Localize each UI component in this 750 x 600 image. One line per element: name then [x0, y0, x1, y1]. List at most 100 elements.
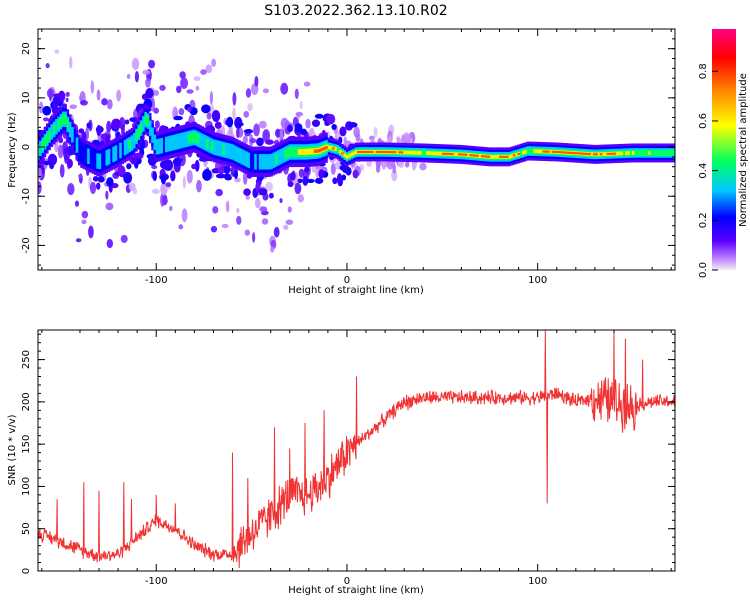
x-tick-label: -100: [145, 576, 168, 587]
spectrogram-noise-blob: [254, 76, 259, 87]
spectrogram-ridge-cell: [146, 116, 150, 127]
spectrogram-cluster-blob: [111, 118, 122, 130]
spectrogram-ridge-cell: [501, 155, 504, 158]
spectrogram-ridge-cell: [512, 154, 516, 157]
spectrogram-ridge-cell: [41, 140, 44, 151]
spectrogram-noise-blob: [353, 126, 360, 138]
snr-panel: -100 0 100 0 50 100 150 200 250 Height of straig…: [7, 329, 676, 596]
spectrogram-ridge-cell: [245, 151, 248, 167]
spectrogram-ridge-cell: [583, 152, 587, 155]
spectrogram-ridge-cell: [306, 148, 310, 155]
spectrogram-cluster-blob: [129, 117, 138, 122]
spectrogram-cluster-blob: [311, 119, 321, 127]
spectrogram-noise-blob: [90, 80, 95, 94]
spectrogram-noise-blob: [42, 117, 50, 122]
spectrogram-cluster-blob: [347, 122, 358, 128]
spectrogram-ridge-cell: [199, 132, 202, 149]
spectrogram-ridge-cell: [343, 153, 347, 158]
snr-ticks: -100 0 100 0 50 100 150 200 250: [21, 330, 675, 587]
spectrogram-cluster-blob: [314, 113, 324, 119]
spectrogram-noise-blob: [326, 130, 331, 139]
spectrogram-ridge-cell: [476, 154, 479, 157]
spectrogram-noise-blob: [297, 194, 305, 203]
spectrogram-ridge-cell: [43, 136, 47, 147]
spectrogram-ridge-cell: [405, 150, 408, 155]
spectrogram-ridge-cell: [618, 151, 621, 156]
spectrogram-ridge-cell: [364, 150, 367, 153]
spectrogram-cluster-blob: [130, 156, 137, 165]
spectrogram-noise-blob: [236, 127, 240, 139]
spectrogram-ridge-cell: [103, 148, 106, 171]
spectrogram-noise-blob: [101, 98, 108, 106]
spectrogram-noise-blob: [242, 171, 248, 185]
spectrogram-cluster-blob: [243, 188, 251, 196]
spectrogram-cluster-blob: [302, 175, 309, 186]
spectrogram-ridge-cell: [155, 139, 159, 155]
y-tick-label: 20: [21, 42, 32, 55]
spectrogram-noise-blob: [391, 169, 398, 182]
spectrogram-ridge-cell: [565, 151, 569, 154]
spectrogram-ridge-cell: [423, 149, 427, 157]
spectrogram-noise-blob: [279, 198, 283, 204]
spectrogram-ridge-cell: [98, 153, 102, 170]
spectrogram-ridge-cell: [441, 152, 445, 155]
spectrogram-ridge-cell: [185, 131, 189, 147]
spectrogram-ridge-cell: [650, 149, 653, 157]
spectrogram-ridge-cell: [421, 149, 424, 157]
spectrogram-ridge-cell: [627, 151, 630, 156]
spectrogram-ridge-cell: [167, 136, 170, 152]
spectrogram-noise-blob: [236, 215, 242, 225]
spectrogram-ridge-cell: [242, 150, 246, 166]
spectrogram-noise-blob: [165, 182, 172, 188]
spectrogram-ridge-cell: [151, 127, 154, 143]
spectrogram-cluster-blob: [304, 166, 310, 173]
spectrogram-ridge-cell: [631, 151, 635, 155]
spectrogram-ridge-cell: [386, 151, 390, 154]
spectrogram-cluster-blob: [42, 105, 52, 116]
spectrogram-cluster-blob: [117, 165, 126, 176]
spectrogram-ridge-cell: [478, 154, 482, 158]
spectrogram-cluster-blob: [194, 159, 200, 172]
spectrogram-noise-blob: [249, 138, 257, 144]
spectrogram-ridge-cell: [169, 135, 173, 152]
spectrogram-ridge-cell: [380, 150, 383, 153]
spectrogram-noise-blob: [206, 112, 212, 120]
spectrogram-cluster-blob: [189, 107, 198, 116]
spectrogram-noise-blob: [200, 69, 207, 75]
spectrogram-ridge-cell: [352, 151, 356, 156]
spectrogram-cluster-blob: [78, 128, 85, 134]
spectrogram-ridge-cell: [389, 151, 392, 154]
spectrogram-ridge-cell: [531, 148, 534, 155]
spectrogram-frame: [37, 28, 676, 271]
spectrogram-ridge-cell: [240, 148, 244, 165]
spectrogram-noise-blob: [252, 232, 256, 243]
colorbar-tick-label: 0.2: [698, 212, 709, 228]
spectrogram-noise-blob: [65, 91, 70, 97]
spectrogram-noise-blob: [151, 165, 158, 170]
spectrogram-noise-blob: [212, 206, 219, 214]
spectrogram-ridge-cell: [233, 145, 237, 161]
spectrogram-ridge-cell: [89, 146, 93, 169]
spectrogram-ridge-cell: [597, 152, 601, 157]
spectrogram-noise-blob: [294, 182, 302, 195]
spectrogram-ridge-cell: [462, 153, 466, 156]
spectrogram-ridge-cell: [604, 152, 607, 156]
spectrogram-cluster-blob: [53, 93, 63, 98]
spectrogram-ridge-cell: [299, 148, 303, 155]
spectrogram-cluster-blob: [217, 166, 225, 175]
spectrogram-ridge-cell: [538, 149, 541, 154]
spectrogram-noise-blob: [366, 159, 372, 167]
spectrogram-noise-blob: [186, 89, 194, 94]
spectrogram-ridge-cell: [590, 152, 594, 157]
y-tick-label: -10: [21, 188, 32, 204]
spectrogram-ridge-cell: [393, 151, 397, 154]
spectrogram-noise-blob: [182, 176, 186, 189]
spectrogram-noise-blob: [107, 99, 113, 110]
spectrogram-cluster-blob: [106, 177, 114, 187]
spectrogram-noise-blob: [116, 89, 122, 102]
spectrogram-ridge-cell: [547, 150, 550, 153]
spectrogram-ridge-cell: [460, 153, 463, 156]
spectrogram-ridge-cell: [496, 154, 500, 159]
spectrogram-ridge-cell: [274, 154, 278, 164]
